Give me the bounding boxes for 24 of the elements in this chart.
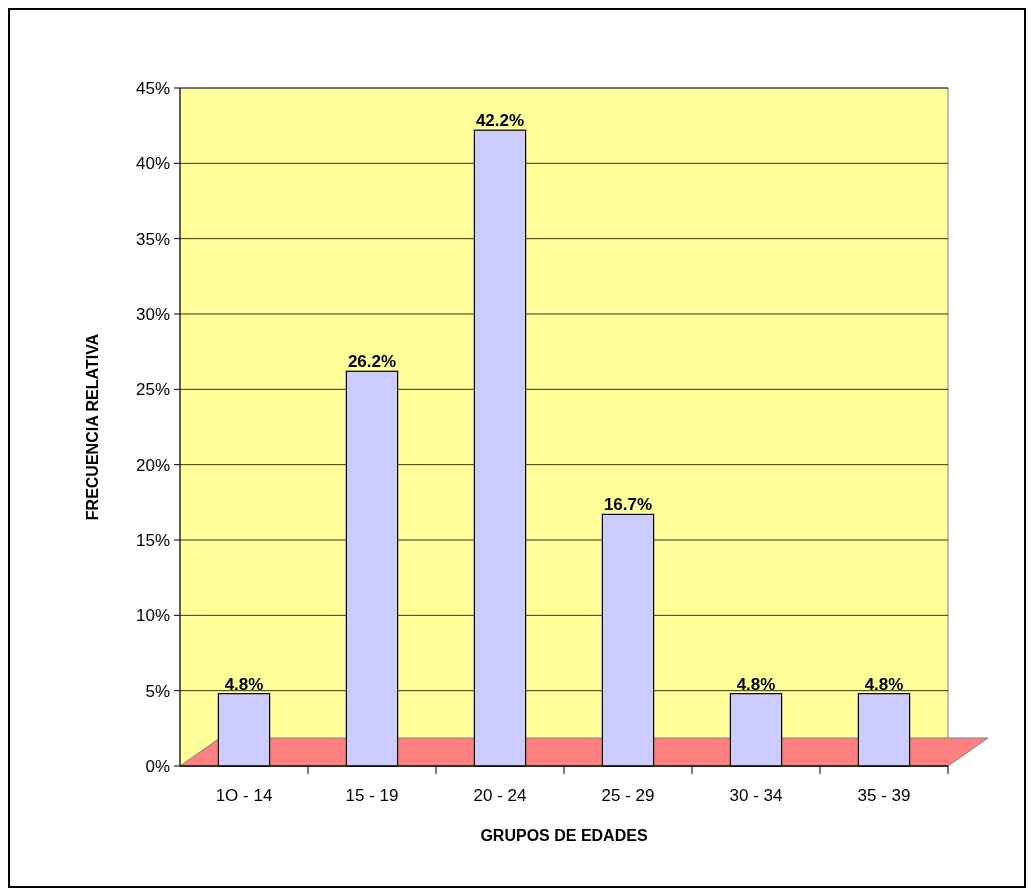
data-label: 4.8% — [736, 674, 776, 694]
x-tick-label: 1O - 14 — [215, 786, 273, 805]
data-label: 16.7% — [603, 495, 653, 515]
data-label: 4.8% — [224, 674, 264, 694]
y-tick-label: 5% — [145, 681, 170, 701]
y-tick-label: 35% — [135, 229, 170, 249]
x-tick-label: 35 - 39 — [857, 786, 911, 805]
y-tick-label: 40% — [135, 154, 170, 174]
data-label: 26.2% — [347, 352, 397, 372]
y-tick-label: 25% — [135, 380, 170, 400]
x-axis-title: GRUPOS DE EDADES — [480, 827, 648, 844]
data-label: 4.8% — [864, 674, 904, 694]
y-tick-label: 15% — [135, 530, 170, 550]
y-axis-title: FRECUENCIA RELATIVA — [84, 333, 101, 521]
x-tick-label: 15 - 19 — [345, 786, 399, 805]
y-tick-label: 20% — [135, 455, 170, 475]
x-tick-label: 30 - 34 — [729, 786, 783, 805]
x-tick-label: 25 - 29 — [601, 786, 655, 805]
x-tick-label: 20 - 24 — [473, 786, 527, 805]
y-tick-label: 10% — [135, 606, 170, 626]
y-tick-label: 30% — [135, 304, 170, 324]
y-tick-label: 0% — [145, 756, 170, 776]
data-label: 42.2% — [475, 111, 525, 131]
y-tick-label: 45% — [135, 78, 170, 98]
